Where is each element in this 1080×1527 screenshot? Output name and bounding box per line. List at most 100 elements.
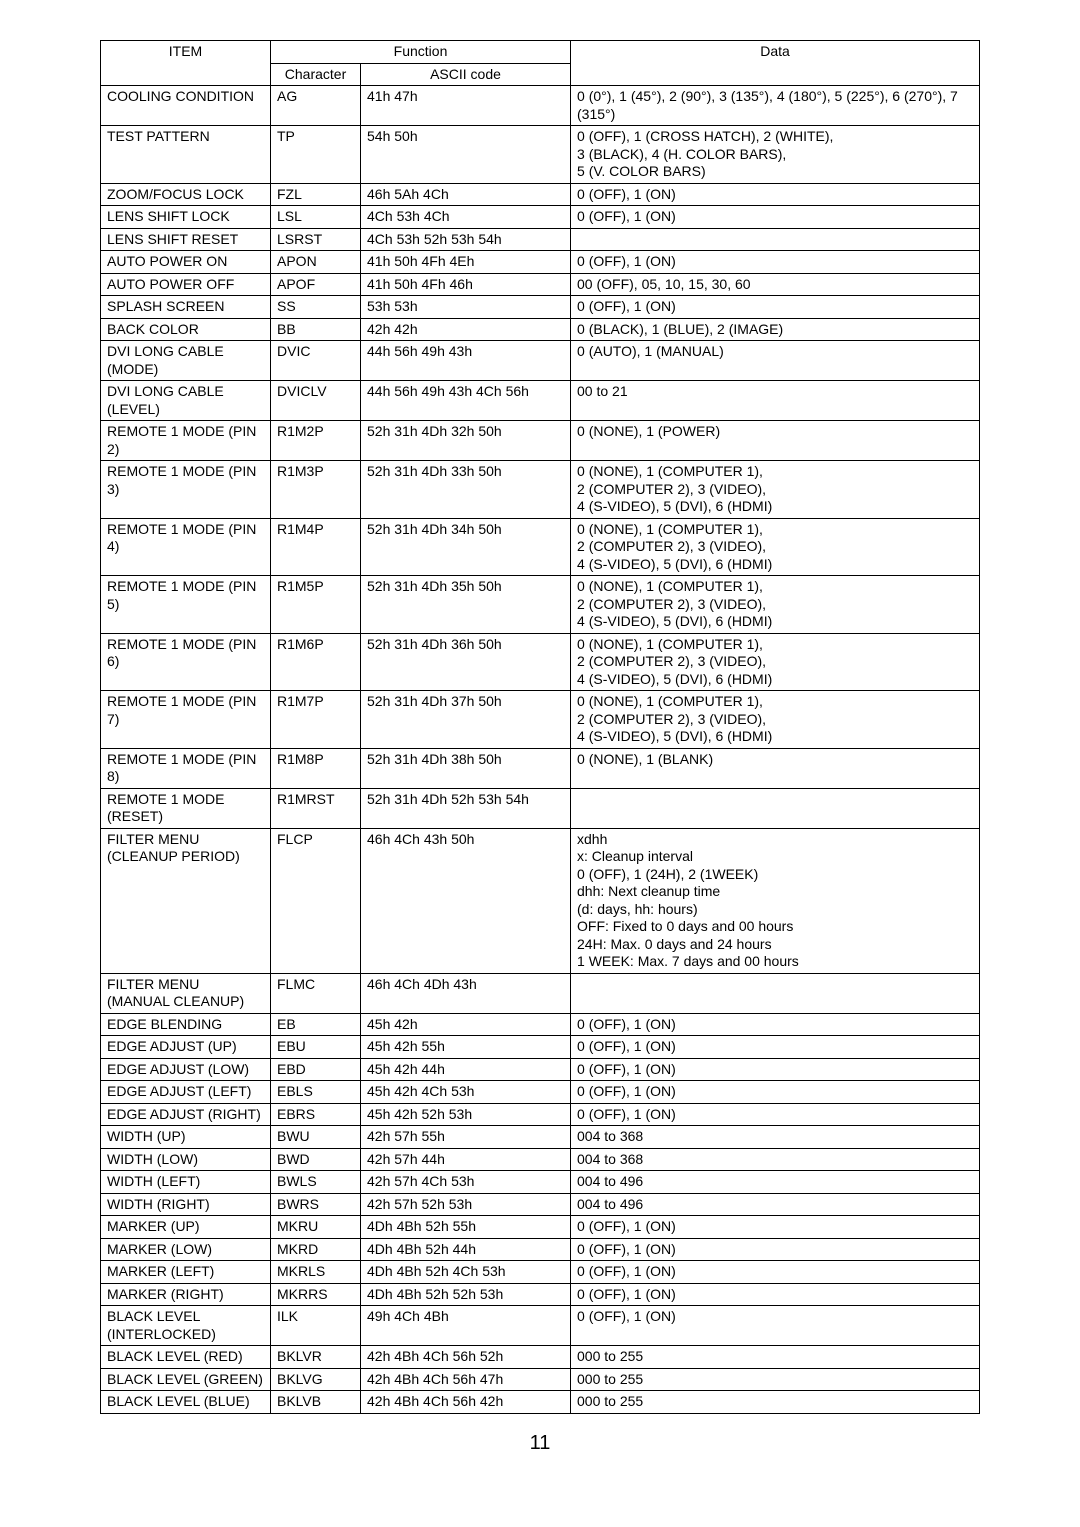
cell-data: 0 (NONE), 1 (COMPUTER 1), 2 (COMPUTER 2)… (571, 576, 980, 634)
cell-ascii: 42h 42h (361, 318, 571, 341)
cell-data: 0 (AUTO), 1 (MANUAL) (571, 341, 980, 381)
table-row: AUTO POWER ONAPON41h 50h 4Fh 4Eh0 (OFF),… (101, 251, 980, 274)
table-row: MARKER (RIGHT)MKRRS4Dh 4Bh 52h 52h 53h0 … (101, 1283, 980, 1306)
table-row: BLACK LEVEL (BLUE)BKLVB42h 4Bh 4Ch 56h 4… (101, 1391, 980, 1414)
cell-character: BWLS (271, 1171, 361, 1194)
cell-item: BLACK LEVEL (BLUE) (101, 1391, 271, 1414)
cell-ascii: 52h 31h 4Dh 34h 50h (361, 518, 571, 576)
cell-ascii: 41h 50h 4Fh 4Eh (361, 251, 571, 274)
cell-data: 0 (OFF), 1 (ON) (571, 206, 980, 229)
cell-ascii: 41h 47h (361, 86, 571, 126)
cell-data: 004 to 496 (571, 1193, 980, 1216)
cell-item: WIDTH (UP) (101, 1126, 271, 1149)
cell-item: MARKER (RIGHT) (101, 1283, 271, 1306)
cell-item: REMOTE 1 MODE (RESET) (101, 788, 271, 828)
cell-data: 0 (OFF), 1 (ON) (571, 1283, 980, 1306)
cell-item: REMOTE 1 MODE (PIN 4) (101, 518, 271, 576)
cell-item: REMOTE 1 MODE (PIN 2) (101, 421, 271, 461)
cell-character: LSRST (271, 228, 361, 251)
table-row: REMOTE 1 MODE (PIN 3)R1M3P52h 31h 4Dh 33… (101, 461, 980, 519)
cell-ascii: 42h 4Bh 4Ch 56h 47h (361, 1368, 571, 1391)
table-row: WIDTH (RIGHT)BWRS42h 57h 52h 53h004 to 4… (101, 1193, 980, 1216)
cell-item: LENS SHIFT RESET (101, 228, 271, 251)
cell-ascii: 42h 57h 44h (361, 1148, 571, 1171)
header-data: Data (571, 41, 980, 86)
cell-character: FLMC (271, 973, 361, 1013)
table-row: BACK COLORBB42h 42h0 (BLACK), 1 (BLUE), … (101, 318, 980, 341)
cell-ascii: 52h 31h 4Dh 38h 50h (361, 748, 571, 788)
cell-data: 0 (NONE), 1 (COMPUTER 1), 2 (COMPUTER 2)… (571, 518, 980, 576)
cell-item: BLACK LEVEL (INTERLOCKED) (101, 1306, 271, 1346)
spec-table: ITEM Function Data Character ASCII code … (100, 40, 980, 1414)
cell-item: WIDTH (LOW) (101, 1148, 271, 1171)
cell-data: 004 to 368 (571, 1148, 980, 1171)
table-row: EDGE ADJUST (UP)EBU45h 42h 55h0 (OFF), 1… (101, 1036, 980, 1059)
cell-data: 0 (NONE), 1 (COMPUTER 1), 2 (COMPUTER 2)… (571, 633, 980, 691)
cell-item: AUTO POWER ON (101, 251, 271, 274)
header-item: ITEM (101, 41, 271, 86)
cell-ascii: 45h 42h 44h (361, 1058, 571, 1081)
table-row: REMOTE 1 MODE (PIN 2)R1M2P52h 31h 4Dh 32… (101, 421, 980, 461)
cell-ascii: 4Dh 4Bh 52h 44h (361, 1238, 571, 1261)
cell-ascii: 46h 4Ch 43h 50h (361, 828, 571, 973)
cell-data: 000 to 255 (571, 1391, 980, 1414)
table-row: AUTO POWER OFFAPOF41h 50h 4Fh 46h00 (OFF… (101, 273, 980, 296)
cell-data: 000 to 255 (571, 1346, 980, 1369)
table-row: COOLING CONDITIONAG41h 47h0 (0°), 1 (45°… (101, 86, 980, 126)
cell-item: SPLASH SCREEN (101, 296, 271, 319)
cell-item: REMOTE 1 MODE (PIN 5) (101, 576, 271, 634)
cell-character: BKLVG (271, 1368, 361, 1391)
table-row: EDGE ADJUST (LEFT)EBLS45h 42h 4Ch 53h0 (… (101, 1081, 980, 1104)
cell-data: 0 (OFF), 1 (ON) (571, 1103, 980, 1126)
cell-character: APOF (271, 273, 361, 296)
cell-item: WIDTH (RIGHT) (101, 1193, 271, 1216)
cell-character: TP (271, 126, 361, 184)
cell-ascii: 52h 31h 4Dh 36h 50h (361, 633, 571, 691)
cell-character: R1M4P (271, 518, 361, 576)
cell-data: 0 (OFF), 1 (ON) (571, 1261, 980, 1284)
cell-ascii: 52h 31h 4Dh 33h 50h (361, 461, 571, 519)
cell-character: FZL (271, 183, 361, 206)
cell-data: 004 to 496 (571, 1171, 980, 1194)
cell-item: REMOTE 1 MODE (PIN 6) (101, 633, 271, 691)
cell-data: 0 (OFF), 1 (CROSS HATCH), 2 (WHITE), 3 (… (571, 126, 980, 184)
cell-character: BKLVR (271, 1346, 361, 1369)
cell-character: APON (271, 251, 361, 274)
cell-data: 0 (OFF), 1 (ON) (571, 1058, 980, 1081)
cell-ascii: 46h 5Ah 4Ch (361, 183, 571, 206)
table-row: REMOTE 1 MODE (PIN 8)R1M8P52h 31h 4Dh 38… (101, 748, 980, 788)
cell-character: EB (271, 1013, 361, 1036)
cell-item: REMOTE 1 MODE (PIN 7) (101, 691, 271, 749)
table-row: MARKER (LEFT)MKRLS4Dh 4Bh 52h 4Ch 53h0 (… (101, 1261, 980, 1284)
cell-item: MARKER (LEFT) (101, 1261, 271, 1284)
cell-ascii: 4Ch 53h 52h 53h 54h (361, 228, 571, 251)
cell-item: ZOOM/FOCUS LOCK (101, 183, 271, 206)
cell-character: MKRU (271, 1216, 361, 1239)
table-row: BLACK LEVEL (GREEN)BKLVG42h 4Bh 4Ch 56h … (101, 1368, 980, 1391)
table-row: LENS SHIFT LOCKLSL4Ch 53h 4Ch0 (OFF), 1 … (101, 206, 980, 229)
cell-data: 0 (NONE), 1 (COMPUTER 1), 2 (COMPUTER 2)… (571, 461, 980, 519)
cell-item: EDGE ADJUST (LEFT) (101, 1081, 271, 1104)
cell-data: 00 (OFF), 05, 10, 15, 30, 60 (571, 273, 980, 296)
table-row: BLACK LEVEL (INTERLOCKED)ILK49h 4Ch 4Bh0… (101, 1306, 980, 1346)
cell-item: DVI LONG CABLE (LEVEL) (101, 381, 271, 421)
table-row: EDGE ADJUST (LOW)EBD45h 42h 44h0 (OFF), … (101, 1058, 980, 1081)
cell-data: 0 (OFF), 1 (ON) (571, 1036, 980, 1059)
cell-data: 0 (0°), 1 (45°), 2 (90°), 3 (135°), 4 (1… (571, 86, 980, 126)
cell-ascii: 52h 31h 4Dh 52h 53h 54h (361, 788, 571, 828)
table-row: EDGE BLENDINGEB45h 42h0 (OFF), 1 (ON) (101, 1013, 980, 1036)
cell-ascii: 42h 57h 52h 53h (361, 1193, 571, 1216)
cell-character: DVICLV (271, 381, 361, 421)
cell-item: TEST PATTERN (101, 126, 271, 184)
cell-character: EBD (271, 1058, 361, 1081)
cell-item: EDGE ADJUST (UP) (101, 1036, 271, 1059)
cell-item: LENS SHIFT LOCK (101, 206, 271, 229)
cell-item: AUTO POWER OFF (101, 273, 271, 296)
cell-item: DVI LONG CABLE (MODE) (101, 341, 271, 381)
cell-item: REMOTE 1 MODE (PIN 3) (101, 461, 271, 519)
table-row: REMOTE 1 MODE (PIN 5)R1M5P52h 31h 4Dh 35… (101, 576, 980, 634)
cell-data: 0 (NONE), 1 (BLANK) (571, 748, 980, 788)
cell-item: REMOTE 1 MODE (PIN 8) (101, 748, 271, 788)
cell-data (571, 228, 980, 251)
cell-character: EBU (271, 1036, 361, 1059)
